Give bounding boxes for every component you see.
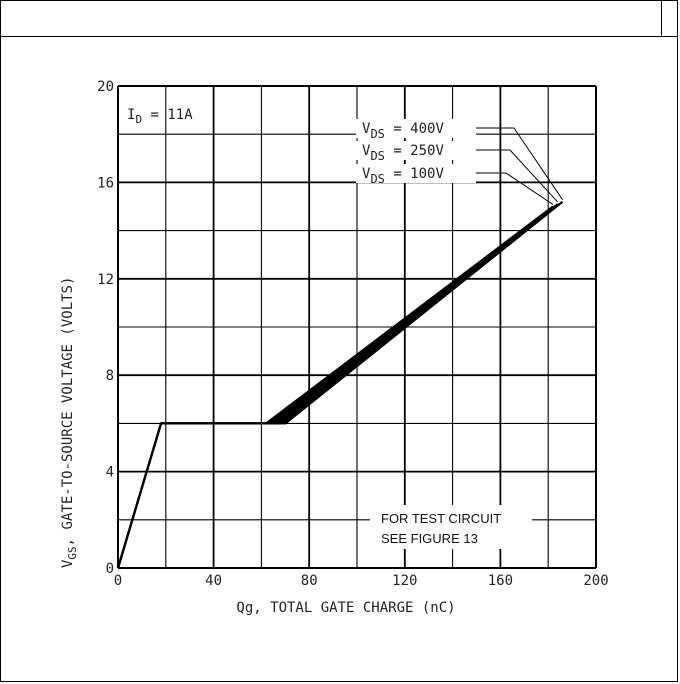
x-tick-label: 160: [488, 573, 513, 589]
series-leader-line: [476, 127, 563, 200]
series-label-bg: [356, 164, 476, 183]
y-tick-label: 0: [106, 561, 114, 577]
y-tick-label: 20: [97, 79, 114, 95]
condition-label: ID = 11A: [127, 107, 193, 126]
tick-labels: 0 40 80 120 160 200 0 4 8 12 16 20: [97, 79, 609, 589]
x-tick-label: 40: [205, 573, 222, 589]
header-cell-divider: [661, 0, 662, 37]
series-label-bg: [356, 141, 476, 160]
y-tick-label: 16: [97, 175, 114, 191]
note-box: [370, 505, 532, 549]
series-label-bg: [356, 119, 476, 138]
x-tick-label: 80: [301, 573, 318, 589]
x-tick-label: 120: [392, 573, 417, 589]
series-label: VDS = 100V: [362, 166, 444, 186]
curves: [116, 200, 564, 569]
x-tick-label: 200: [583, 573, 608, 589]
series-label: VDS = 250V: [362, 143, 444, 163]
x-tick-label: 0: [114, 573, 122, 589]
y-axis-label: VGS, GATE-TO-SOURCE VOLTAGE (VOLTS): [60, 277, 79, 568]
y-tick-label: 8: [106, 368, 114, 384]
series-leader-line: [476, 172, 554, 205]
series-leader-line: [476, 149, 559, 203]
x-axis-label: Qg, TOTAL GATE CHARGE (nC): [236, 600, 455, 616]
series-label: VDS = 400V: [362, 121, 444, 141]
y-tick-label: 4: [106, 465, 114, 481]
note-line-2: SEE FIGURE 13: [381, 531, 478, 546]
top-divider: [1, 36, 678, 37]
curve-band: [266, 201, 563, 424]
note-line-1: FOR TEST CIRCUIT: [381, 511, 501, 526]
grid: [117, 85, 597, 569]
y-tick-label: 12: [97, 272, 114, 288]
